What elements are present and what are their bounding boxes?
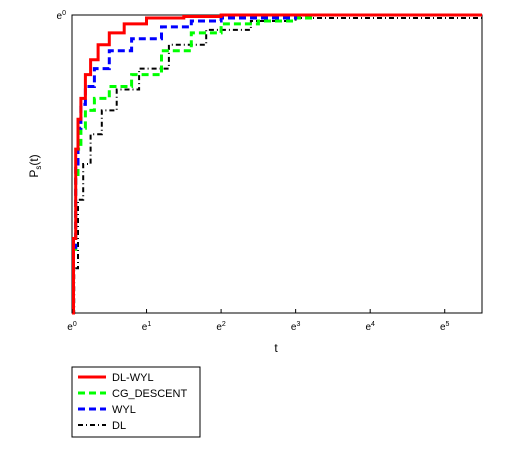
- x-axis-ticks: e0 e1 e2 e3 e4 e5: [67, 309, 450, 333]
- x-tick-label: e1: [142, 321, 152, 333]
- series-layer: [72, 13, 483, 315]
- y-axis-ticks: e0: [57, 10, 76, 22]
- legend-label: DL-WYL: [112, 372, 154, 384]
- y-axis-label: Ps(t): [27, 154, 43, 177]
- series-line-dl-wyl: [72, 13, 482, 315]
- legend-label: DL: [112, 420, 126, 432]
- series-line-dl: [72, 15, 483, 314]
- x-tick-label: e3: [291, 321, 301, 333]
- x-tick-label: e4: [365, 321, 375, 333]
- series-line-wyl: [72, 13, 482, 315]
- x-tick-label: e5: [440, 321, 450, 333]
- legend-label: CG_DESCENT: [112, 388, 187, 400]
- plot-frame: [71, 14, 483, 314]
- x-axis-label: t: [274, 341, 278, 355]
- legend: DL-WYL CG_DESCENT WYL DL: [71, 366, 201, 438]
- x-tick-label: e0: [67, 321, 77, 333]
- legend-label: WYL: [112, 404, 136, 416]
- y-axis-label-group: Ps(t): [27, 154, 43, 177]
- series-line-cg-descent: [72, 13, 482, 315]
- x-tick-label: e2: [216, 321, 226, 333]
- y-tick-label: e0: [57, 10, 67, 22]
- plot-area: [71, 14, 483, 314]
